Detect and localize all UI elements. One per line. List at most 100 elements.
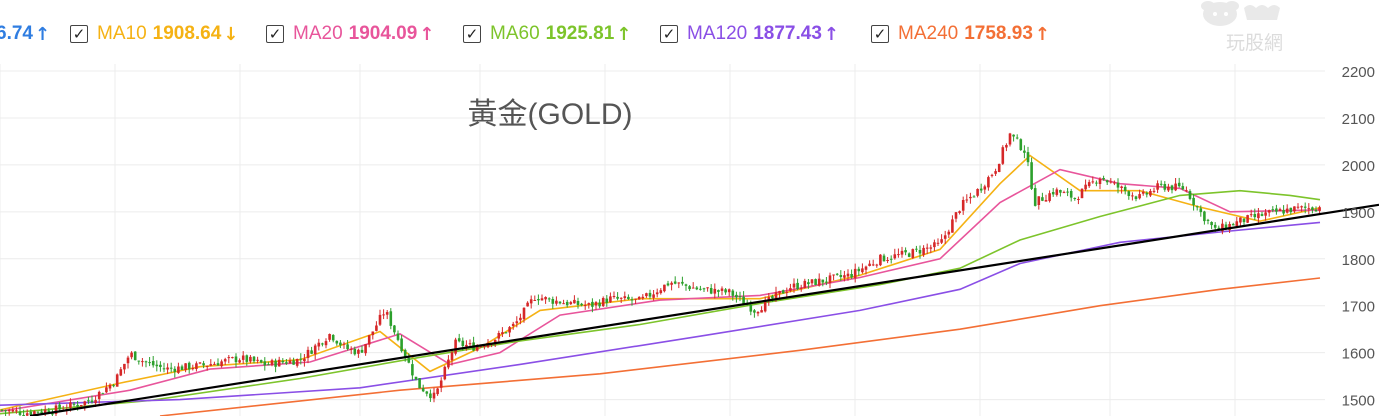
candle-body <box>1181 186 1185 190</box>
candle-body <box>252 356 256 362</box>
candle-body <box>1087 182 1091 187</box>
candle-body <box>871 264 875 266</box>
candle-body <box>1307 208 1311 210</box>
candle-body <box>886 260 889 261</box>
candle-body <box>285 362 288 364</box>
candle-body <box>616 296 619 299</box>
candle-body <box>51 413 54 415</box>
candle-body <box>1203 211 1206 222</box>
candle-body <box>263 361 267 366</box>
candle-body <box>364 344 367 354</box>
candle-body <box>166 367 169 370</box>
candle-body <box>72 403 76 405</box>
candle-body <box>731 290 735 296</box>
candle-body <box>947 231 951 235</box>
candle-body <box>1159 183 1163 185</box>
candle-body <box>897 254 900 256</box>
candle-body <box>706 287 709 289</box>
candle-body <box>0 409 4 411</box>
candle-body <box>587 303 591 305</box>
candle-body <box>889 258 893 260</box>
candle-body <box>177 366 180 373</box>
candle-body <box>69 402 72 408</box>
candle-body <box>324 341 328 346</box>
y-tick-label: 1800 <box>1342 252 1375 269</box>
candle-body <box>101 393 105 395</box>
candle-body <box>573 299 576 304</box>
candle-body <box>1246 215 1249 223</box>
candle-body <box>1098 178 1102 184</box>
candle-body <box>249 356 252 362</box>
candle-body <box>1192 197 1195 205</box>
candle-body <box>918 250 922 254</box>
candle-body <box>1149 191 1152 196</box>
candle-body <box>1066 191 1069 193</box>
candle-body <box>925 247 929 249</box>
candle-body <box>576 301 580 305</box>
candle-body <box>630 299 634 301</box>
candle-body <box>191 368 195 370</box>
legend-label: MA10 <box>97 23 147 44</box>
candle-body <box>1213 224 1217 228</box>
checkbox-checked-icon[interactable]: ✓ <box>463 25 481 43</box>
candle-body <box>173 368 177 372</box>
candle-body <box>940 239 943 243</box>
candle-body <box>29 411 33 415</box>
candle-body <box>958 211 961 213</box>
candle-body <box>875 264 879 266</box>
candle-body <box>1242 218 1246 223</box>
legend-item-ma10[interactable]: ✓ MA10 1908.64 ↓ <box>70 18 238 50</box>
candle-body <box>879 254 882 266</box>
candle-body <box>411 364 414 376</box>
candle-body <box>483 346 486 347</box>
candle-body <box>256 359 259 361</box>
candle-body <box>623 296 627 299</box>
candle-body <box>695 287 699 290</box>
candle-body <box>40 411 43 414</box>
candle-body <box>339 342 342 346</box>
candle-body <box>720 288 724 291</box>
candle-body <box>828 275 832 284</box>
candle-body <box>792 283 796 288</box>
checkbox-checked-icon[interactable]: ✓ <box>70 25 88 43</box>
candle-body <box>666 283 670 286</box>
arrow-up-icon: ↑ <box>616 23 632 45</box>
candle-body <box>148 362 151 364</box>
arrow-up-icon: ↑ <box>419 23 435 45</box>
candle-body <box>130 352 133 358</box>
candle-body <box>717 290 720 292</box>
legend-item-ma60[interactable]: ✓ MA60 1925.81 ↑ <box>463 18 631 50</box>
legend-item-ma20[interactable]: ✓ MA20 1904.09 ↑ <box>266 18 434 50</box>
candle-body <box>1257 213 1260 219</box>
series-line-ma240 <box>159 277 1321 416</box>
candle-body <box>1224 224 1228 230</box>
candle-body <box>907 253 911 257</box>
candle-body <box>1260 214 1264 216</box>
candle-body <box>468 343 472 345</box>
candle-body <box>522 307 526 320</box>
candle-body <box>1210 222 1213 226</box>
candle-body <box>843 275 846 278</box>
candle-body <box>1041 197 1044 201</box>
candle-body <box>1015 137 1019 139</box>
candle-body <box>652 294 655 298</box>
checkbox-checked-icon[interactable]: ✓ <box>266 25 284 43</box>
candle-body <box>403 349 407 358</box>
checkbox-checked-icon[interactable]: ✓ <box>871 25 889 43</box>
watermark-text: 玩股網 <box>1226 32 1284 54</box>
candle-body <box>1077 199 1080 200</box>
checkbox-checked-icon[interactable]: ✓ <box>660 25 678 43</box>
y-tick-label: 2100 <box>1342 111 1375 128</box>
legend-item-ma240[interactable]: ✓ MA240 1758.93 ↑ <box>871 18 1050 50</box>
legend-item-ma5[interactable]: 6.74 ↑ <box>0 18 50 50</box>
candle-body <box>1051 192 1055 195</box>
candle-body <box>137 360 141 362</box>
legend-item-ma120[interactable]: ✓ MA120 1877.43 ↑ <box>660 18 839 50</box>
candle-body <box>969 196 972 199</box>
candle-body <box>645 293 648 297</box>
candle-body <box>565 301 569 306</box>
candle-body <box>1311 207 1314 210</box>
candle-body <box>990 174 994 176</box>
candle-body <box>1102 178 1105 180</box>
candle-body <box>457 338 461 342</box>
